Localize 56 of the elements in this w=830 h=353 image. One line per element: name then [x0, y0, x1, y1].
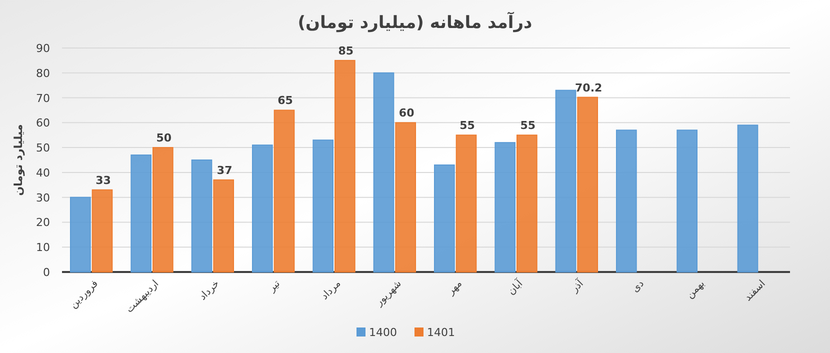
bar	[676, 130, 698, 272]
data-label: 37	[216, 164, 232, 177]
bar	[70, 196, 91, 272]
y-axis-title: میلیارد تومان	[12, 124, 25, 196]
bar	[130, 154, 152, 272]
x-tick-label: شهریور	[373, 278, 404, 309]
x-tick-label: مهر	[445, 278, 464, 298]
data-label: 60	[398, 106, 415, 120]
y-tick-label: 30	[36, 191, 50, 204]
x-tick-label: بهمن	[684, 278, 708, 301]
data-label: 85	[338, 44, 354, 58]
x-tick-label: فروردین	[68, 278, 101, 311]
data-label: 55	[460, 119, 475, 132]
y-tick-label: 70	[36, 92, 50, 105]
bar	[274, 110, 295, 272]
bar	[456, 134, 477, 272]
y-tick-label: 40	[36, 166, 50, 180]
y-tick-label: 0	[43, 266, 50, 279]
bar	[395, 122, 416, 272]
bar	[555, 90, 576, 272]
bar	[191, 160, 212, 272]
y-tick-label: 90	[36, 42, 50, 55]
x-tick-label: تیر	[266, 278, 283, 295]
chart-title: درآمد ماهانه (میلیارد تومان)	[298, 11, 532, 33]
x-tick-label: اسفند	[742, 278, 768, 304]
data-label: 33	[96, 174, 111, 187]
bar	[434, 164, 455, 272]
y-tick-label: 80	[36, 66, 50, 80]
y-tick-label: 60	[36, 116, 50, 130]
bar	[152, 147, 174, 272]
bar	[373, 72, 394, 272]
bar	[616, 130, 637, 272]
legend-label: 1400	[369, 326, 397, 339]
x-tick-label: مرداد	[319, 278, 344, 302]
data-label: 55	[520, 119, 536, 132]
x-tick-label: آبان	[504, 276, 526, 298]
y-tick-label: 20	[36, 216, 50, 230]
bar	[577, 96, 598, 272]
y-tick-label: 10	[36, 241, 50, 254]
data-label: 65	[278, 94, 293, 108]
x-tick-label: اردیبهشت	[124, 278, 162, 316]
x-tick-label: خرداد	[197, 278, 222, 303]
y-tick-label: 50	[36, 142, 50, 155]
bar	[737, 124, 758, 272]
bar	[516, 134, 538, 272]
bar	[494, 142, 516, 272]
bar	[252, 144, 273, 272]
legend-label: 1401	[427, 326, 455, 339]
bar	[334, 60, 356, 272]
bar	[312, 140, 334, 272]
x-tick-label: آذر	[567, 276, 587, 296]
bar	[92, 189, 113, 272]
data-label: 70.2	[575, 81, 602, 94]
data-label: 50	[156, 132, 172, 145]
x-tick-label: دی	[630, 278, 646, 295]
bar	[213, 179, 234, 272]
